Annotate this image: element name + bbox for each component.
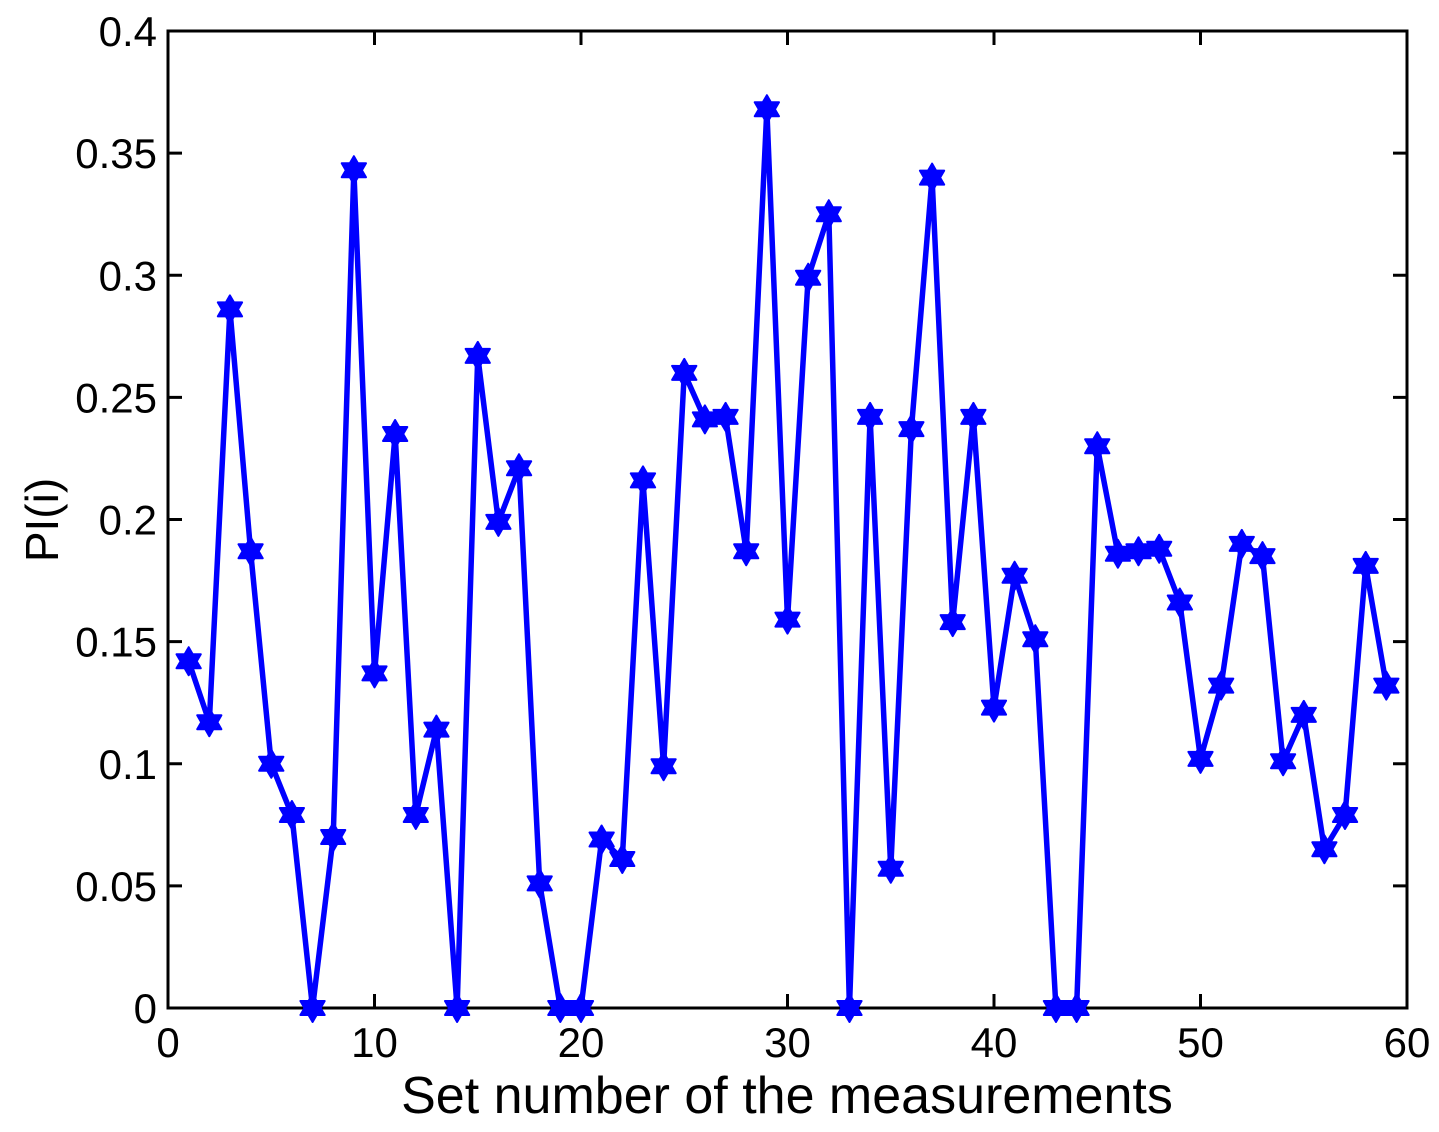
- data-point-marker: [361, 658, 388, 689]
- data-point-marker: [175, 646, 202, 677]
- data-point-marker: [216, 294, 244, 325]
- data-point-marker: [588, 824, 615, 855]
- y-tick-label: 0.25: [75, 374, 157, 421]
- x-tick-label: 60: [1384, 1019, 1431, 1066]
- data-point-marker: [505, 453, 533, 484]
- data-point-marker: [980, 692, 1008, 723]
- y-tick-label: 0.35: [75, 130, 157, 177]
- x-tick-label: 10: [351, 1019, 398, 1066]
- data-point-marker: [1146, 533, 1173, 564]
- data-point-marker: [1063, 993, 1090, 1023]
- x-tick-label: 20: [558, 1019, 605, 1066]
- y-tick-label: 0.2: [99, 497, 157, 544]
- data-point-marker: [939, 607, 966, 638]
- data-point-marker: [1352, 550, 1379, 581]
- data-point-marker: [753, 94, 780, 125]
- data-point-marker: [196, 707, 223, 738]
- axis-tick-labels: 0 10 20 30 40 50 60 0 0.05 0.1 0.15 0.2 0.25 0.3 0.35 0…: [75, 8, 1430, 1066]
- y-tick-label: 0.15: [75, 619, 157, 666]
- data-point-marker: [444, 993, 471, 1023]
- data-point-marker: [898, 414, 925, 445]
- x-axis-label: Set number of the measurements: [401, 1067, 1173, 1125]
- data-point-marker: [299, 993, 326, 1023]
- x-tick-label: 50: [1177, 1019, 1224, 1066]
- data-point-marker: [960, 401, 987, 432]
- data-point-marker: [629, 465, 657, 496]
- data-point-marker: [1290, 699, 1317, 730]
- data-point-marker: [1249, 541, 1276, 572]
- data-series: [175, 94, 1400, 1023]
- data-point-marker: [733, 536, 760, 567]
- data-point-marker: [795, 262, 822, 293]
- data-point-marker: [1270, 746, 1297, 777]
- data-point-marker: [1228, 528, 1255, 559]
- data-point-marker: [918, 162, 946, 193]
- data-point-marker: [382, 419, 409, 449]
- data-point-marker: [1001, 560, 1028, 591]
- data-point-marker: [1166, 587, 1193, 618]
- data-point-marker: [464, 340, 491, 371]
- y-tick-label: 0.1: [99, 741, 157, 788]
- x-tick-label: 30: [764, 1019, 811, 1066]
- x-tick-label: 0: [156, 1019, 179, 1066]
- data-point-marker: [258, 748, 285, 779]
- data-point-marker: [423, 714, 450, 745]
- data-point-marker: [857, 401, 884, 432]
- axis-ticks: [166, 29, 1409, 1010]
- data-point-marker: [485, 506, 512, 537]
- data-point-marker: [1373, 670, 1400, 701]
- data-point-marker: [650, 751, 677, 782]
- data-point-marker: [340, 155, 367, 186]
- data-point-marker: [1084, 431, 1111, 462]
- y-axis-label: PI(i): [16, 478, 68, 562]
- data-point-marker: [567, 993, 595, 1023]
- data-point-marker: [237, 536, 264, 567]
- data-point-marker: [278, 800, 305, 830]
- data-point-marker: [1022, 624, 1049, 655]
- data-point-marker: [1311, 834, 1338, 865]
- x-tick-label: 40: [971, 1019, 1018, 1066]
- data-point-marker: [1331, 800, 1359, 830]
- y-tick-label: 0.3: [99, 252, 157, 299]
- data-point-marker: [1187, 743, 1214, 774]
- data-point-marker: [815, 199, 842, 230]
- y-tick-label: 0.4: [99, 8, 157, 55]
- data-point-marker: [1208, 670, 1235, 701]
- data-point-marker: [836, 993, 863, 1023]
- data-point-marker: [609, 844, 636, 874]
- data-point-marker: [712, 401, 739, 432]
- data-point-marker: [402, 800, 429, 830]
- data-point-marker: [774, 604, 801, 635]
- data-point-marker: [320, 822, 347, 852]
- y-tick-label: 0: [134, 985, 157, 1032]
- data-point-marker: [671, 357, 698, 388]
- data-point-marker: [526, 868, 553, 899]
- data-point-marker: [877, 853, 904, 884]
- y-tick-label: 0.05: [75, 863, 157, 910]
